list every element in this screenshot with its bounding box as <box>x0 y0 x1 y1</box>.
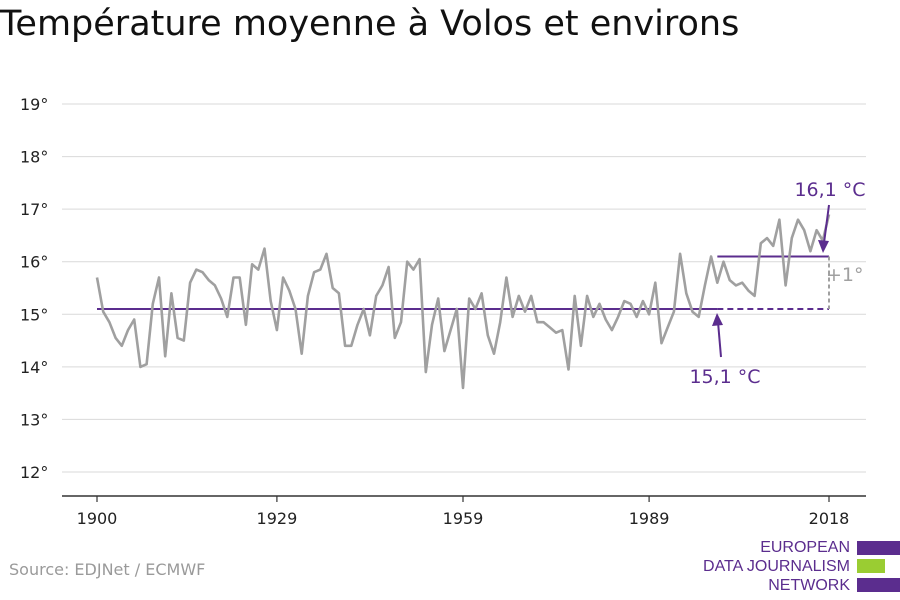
y-tick-label: 18° <box>20 148 48 167</box>
y-tick-label: 17° <box>20 200 48 219</box>
y-tick-label: 16° <box>20 253 48 272</box>
delta-label: +1° <box>826 264 864 286</box>
annotations: 15,1 °C 16,1 °C +1° <box>689 179 865 388</box>
y-tick-label: 15° <box>20 305 48 324</box>
chart-title: Température moyenne à Volos et environs <box>0 4 740 44</box>
logo-bar-middle <box>857 559 885 573</box>
y-tick-label: 14° <box>20 358 48 377</box>
baseline-mean-label: 15,1 °C <box>689 366 760 388</box>
logo-bar-bottom <box>857 578 900 592</box>
y-tick-label: 12° <box>20 463 48 482</box>
recent-mean-label: 16,1 °C <box>794 179 865 201</box>
logo-bar-top <box>857 541 900 555</box>
x-tick-label: 1929 <box>257 509 298 528</box>
axes: 12° 13° 14° 15° 16° 17° 18° 19° 1900 1929 1959 1989… <box>20 95 866 528</box>
logo-line-1: EUROPEAN <box>760 539 850 556</box>
y-tick-label: 13° <box>20 410 48 429</box>
x-tick-label: 1989 <box>629 509 670 528</box>
baseline-arrow-head <box>712 313 723 326</box>
x-tick-label: 1900 <box>77 509 118 528</box>
logo-line-2: DATA JOURNALISM <box>703 558 850 575</box>
logo-line-3: NETWORK <box>768 577 850 594</box>
temperature-series-line <box>95 214 831 390</box>
series <box>95 214 831 390</box>
baseline-arrow-shaft <box>717 321 722 358</box>
recent-arrow-head <box>818 240 829 253</box>
reference-lines <box>97 255 830 311</box>
y-tick-label: 19° <box>20 95 48 114</box>
x-tick-label: 2018 <box>809 509 850 528</box>
x-tick-label: 1959 <box>443 509 484 528</box>
edjnet-logo: EUROPEAN DATA JOURNALISM NETWORK <box>700 538 900 600</box>
recent-arrow-shaft <box>823 204 830 244</box>
source-note: Source: EDJNet / ECMWF <box>9 560 206 579</box>
